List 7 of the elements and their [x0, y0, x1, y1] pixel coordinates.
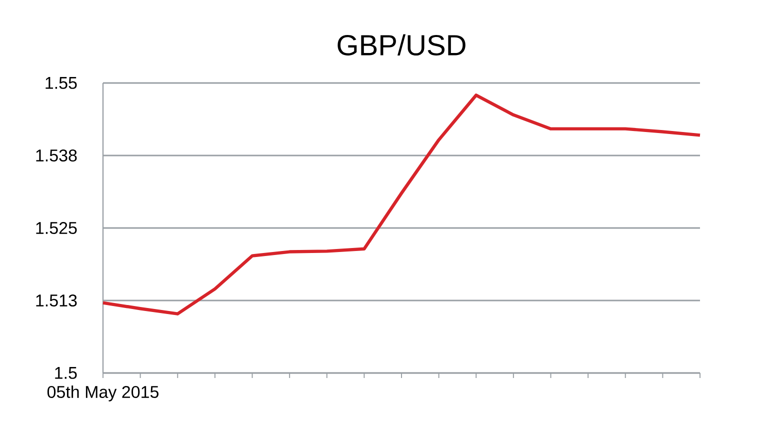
chart-title: GBP/USD	[338, 34, 466, 56]
y-tick-label: 1.525	[36, 222, 77, 234]
y-tick-label: 1.55	[46, 77, 77, 89]
y-tick-label: 1.5	[55, 367, 77, 379]
y-tick-label: 1.538	[36, 149, 77, 162]
x-tick-label: 05th May 2015	[47, 386, 158, 402]
y-tick-label: 1.513	[36, 294, 77, 307]
